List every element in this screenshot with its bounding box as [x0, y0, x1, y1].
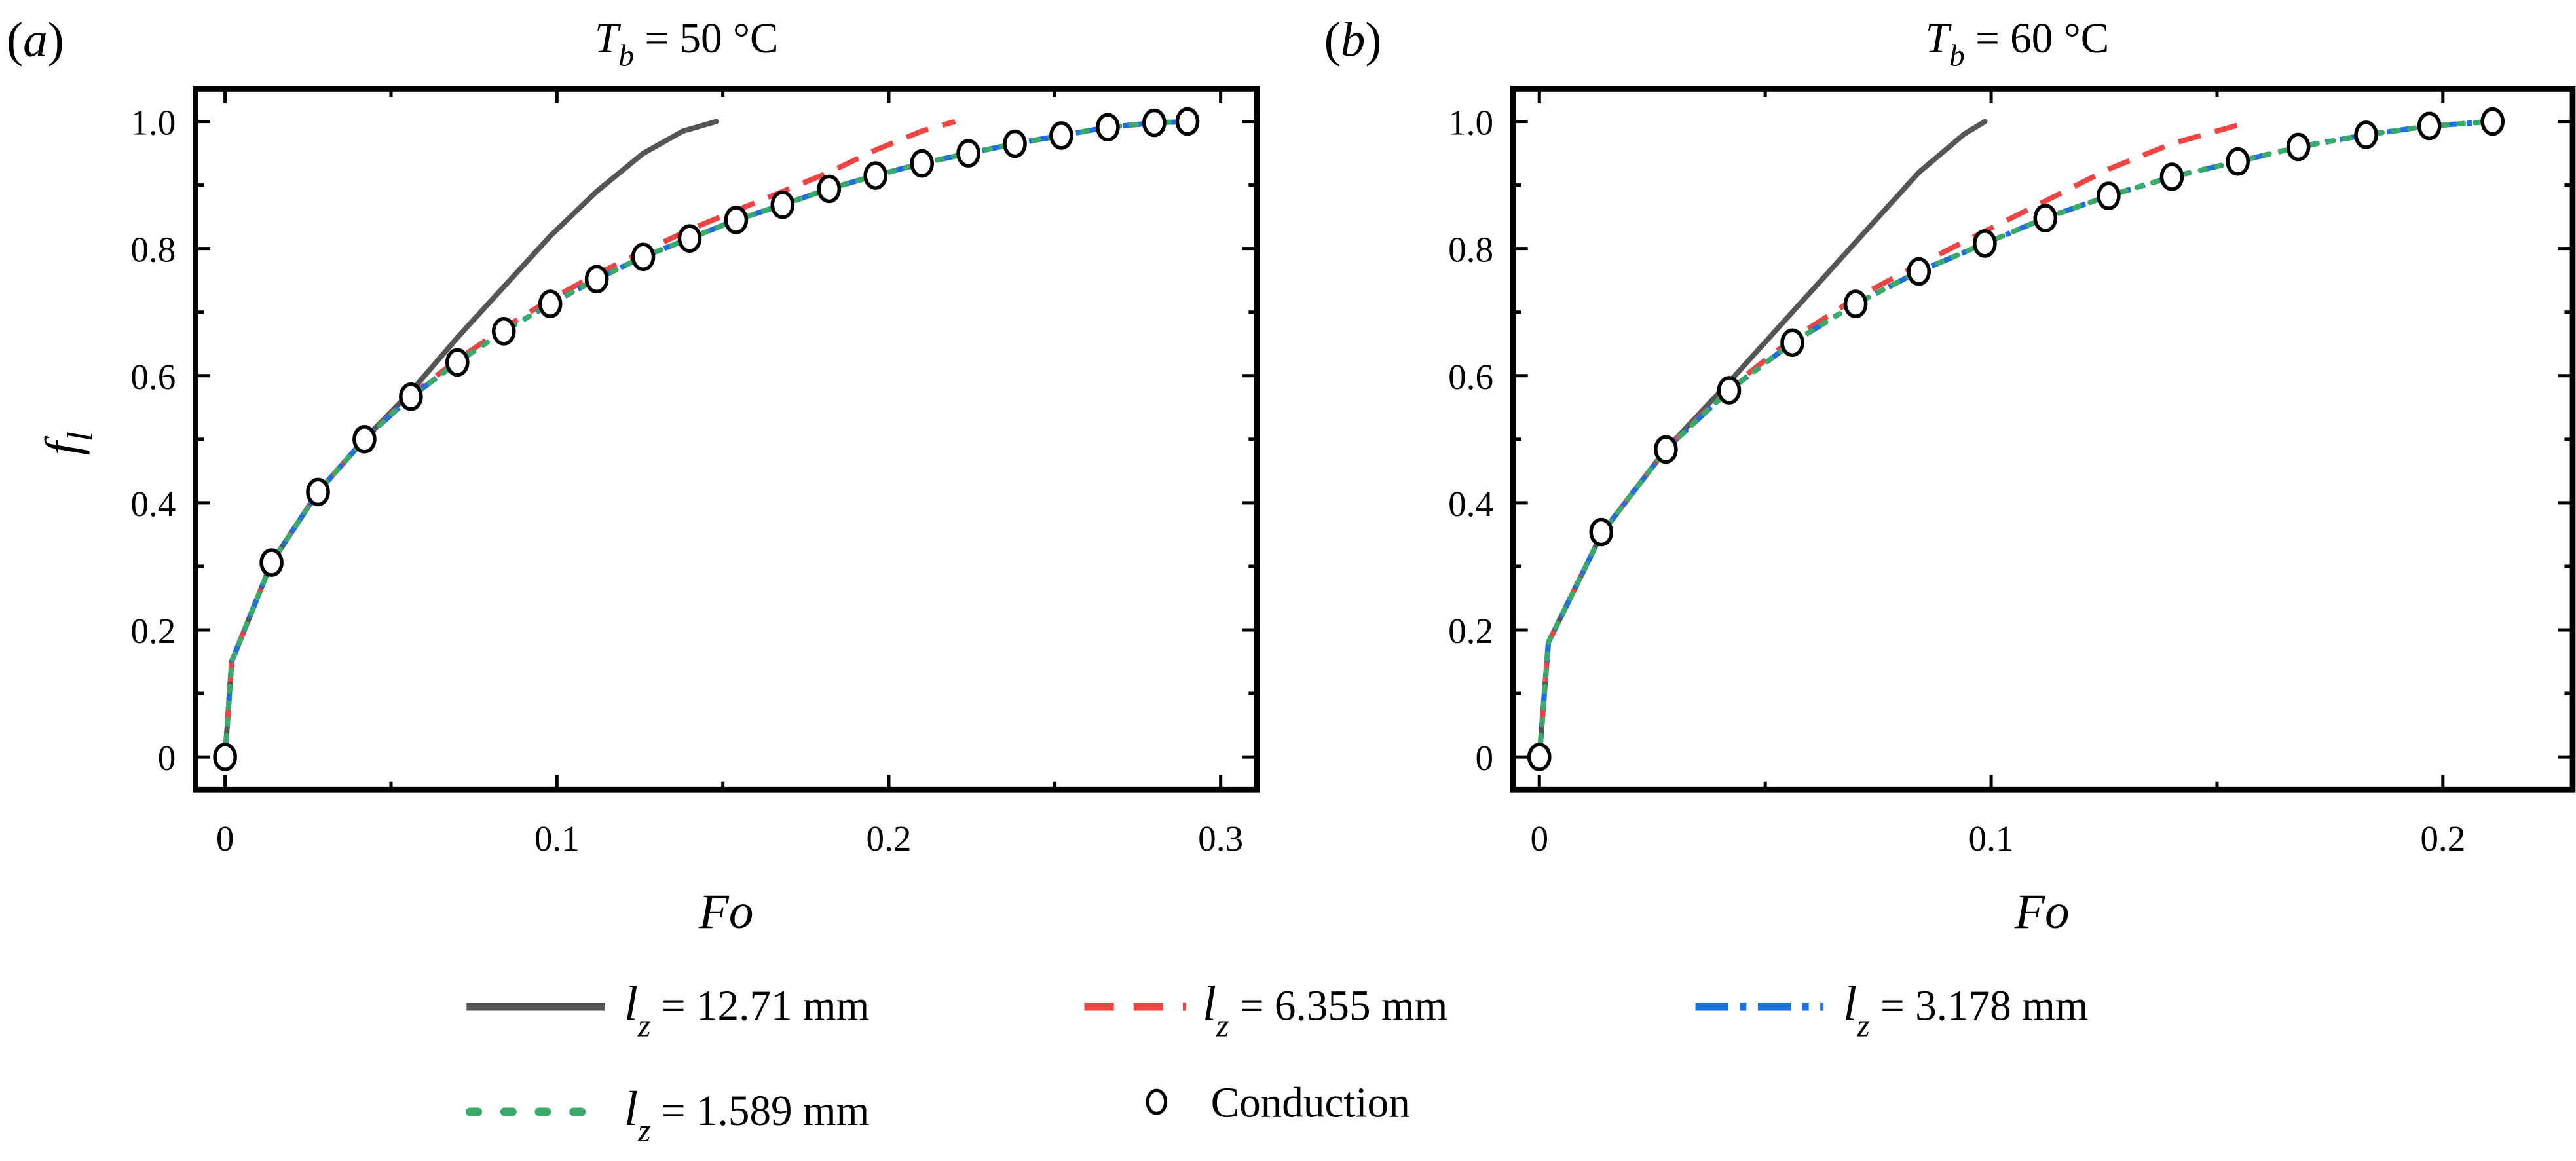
conduction-marker — [1654, 435, 1678, 464]
svg-text:lz = 12.71 mm: lz = 12.71 mm — [624, 976, 869, 1043]
conduction-marker — [584, 265, 609, 294]
conduction-marker — [1907, 257, 1931, 286]
y-tick-label: 0.2 — [1448, 611, 1493, 651]
conduction-marker — [724, 206, 749, 234]
conduction-marker — [1049, 121, 1073, 150]
series-line — [1537, 119, 1988, 760]
conduction-marker — [2159, 162, 2184, 191]
y-tick-label: 0.6 — [130, 357, 176, 397]
conduction-marker — [491, 317, 516, 346]
conduction-marker — [399, 382, 423, 411]
svg-text:Conduction: Conduction — [1211, 1079, 1410, 1126]
x-tick-label: 0.2 — [2420, 819, 2465, 858]
conduction-marker — [863, 161, 888, 190]
svg-text:lz = 1.589 mm: lz = 1.589 mm — [624, 1082, 869, 1149]
conduction-marker — [1175, 107, 1200, 136]
conduction-marker — [2226, 147, 2250, 176]
series-line — [222, 119, 719, 760]
x-tick-label: 0 — [216, 819, 234, 858]
conduction-marker — [631, 242, 656, 272]
conduction-marker — [1780, 328, 1804, 358]
x-tick-label: 0.1 — [534, 819, 580, 858]
conduction-marker — [2354, 120, 2378, 149]
legend-item-1-589mm: lz = 1.589 mm — [466, 1082, 869, 1149]
series-line — [222, 119, 956, 758]
svg-text:lz = 6.355 mm: lz = 6.355 mm — [1203, 976, 1447, 1043]
conduction-marker — [306, 477, 330, 507]
legend-item-12-71mm: lz = 12.71 mm — [466, 976, 869, 1043]
y-tick-label: 0.2 — [130, 611, 176, 651]
conduction-marker — [1717, 376, 1742, 405]
panel-title-a: Tb = 50 °C — [595, 15, 779, 73]
y-tick-label: 0.6 — [1448, 357, 1493, 397]
series-line — [1537, 119, 2252, 758]
y-tick-label: 0.4 — [1448, 484, 1493, 524]
conduction-marker — [910, 149, 934, 178]
y-axis-title: fl — [35, 432, 100, 455]
y-tick-label: 0 — [158, 738, 176, 778]
conduction-marker — [770, 190, 795, 219]
conduction-marker — [677, 224, 702, 253]
y-tick-label: 0.4 — [130, 484, 176, 524]
conduction-marker — [1843, 289, 1868, 318]
series-group — [1527, 107, 2505, 771]
legend-item-3-178mm: lz = 3.178 mm — [1695, 976, 2089, 1043]
series-group — [213, 107, 1200, 771]
panel-label-b: (b) — [1324, 12, 1382, 67]
legend-swatch-open-circle — [1146, 1088, 1168, 1115]
x-axis-title-a: Fo — [698, 885, 754, 939]
conduction-marker — [956, 139, 980, 168]
panel-title-b: Tb = 60 °C — [1926, 15, 2110, 73]
conduction-marker — [817, 174, 842, 204]
x-tick-label: 0.3 — [1198, 819, 1243, 858]
legend-item-conduction: Conduction — [1146, 1079, 1410, 1126]
conduction-marker — [2480, 107, 2505, 136]
conduction-marker — [1973, 229, 1997, 258]
panel-label-a: (a) — [7, 12, 64, 67]
conduction-marker — [2097, 181, 2121, 210]
legend: lz = 12.71 mm lz = 6.355 mm lz = 3.178 m… — [466, 976, 2089, 1149]
conduction-marker — [1096, 113, 1120, 142]
y-tick-label: 0.8 — [1448, 230, 1493, 270]
conduction-marker — [2417, 111, 2442, 141]
conduction-marker — [2033, 204, 2058, 232]
conduction-marker — [213, 743, 237, 771]
conduction-marker — [1527, 743, 1552, 771]
y-tick-label: 0 — [1475, 738, 1493, 778]
x-axis-title-b: Fo — [2014, 885, 2070, 939]
conduction-marker — [538, 289, 563, 318]
conduction-marker — [2286, 132, 2311, 162]
conduction-marker — [445, 348, 470, 377]
conduction-marker — [352, 425, 377, 454]
y-tick-label: 0.8 — [130, 230, 176, 270]
x-tick-label: 0 — [1530, 819, 1548, 858]
conduction-marker — [259, 548, 284, 577]
panel-a: (a) Tb = 50 °C 0 0.1 0.2 0.3 0 0.2 0.4 0.6 0.8 1.… — [7, 12, 1260, 939]
conduction-marker — [1589, 517, 1614, 547]
svg-text:lz = 3.178 mm: lz = 3.178 mm — [1843, 976, 2088, 1043]
panel-b: (b) Tb = 60 °C 0 0.1 0.2 0 0.2 0.4 0.6 0.8 1.0 F… — [1324, 12, 2576, 939]
plot-area-a: 0 0.1 0.2 0.3 0 0.2 0.4 0.6 0.8 1.0 — [130, 86, 1260, 858]
conduction-marker — [1142, 108, 1167, 138]
x-tick-label: 0.1 — [1969, 819, 2014, 858]
y-tick-label: 1.0 — [1448, 103, 1493, 143]
legend-item-6-355mm: lz = 6.355 mm — [1084, 976, 1447, 1043]
y-tick-label: 1.0 — [130, 103, 176, 143]
x-tick-label: 0.2 — [867, 819, 912, 858]
conduction-marker — [1003, 129, 1027, 158]
plot-area-b: 0 0.1 0.2 0 0.2 0.4 0.6 0.8 1.0 — [1448, 86, 2576, 858]
